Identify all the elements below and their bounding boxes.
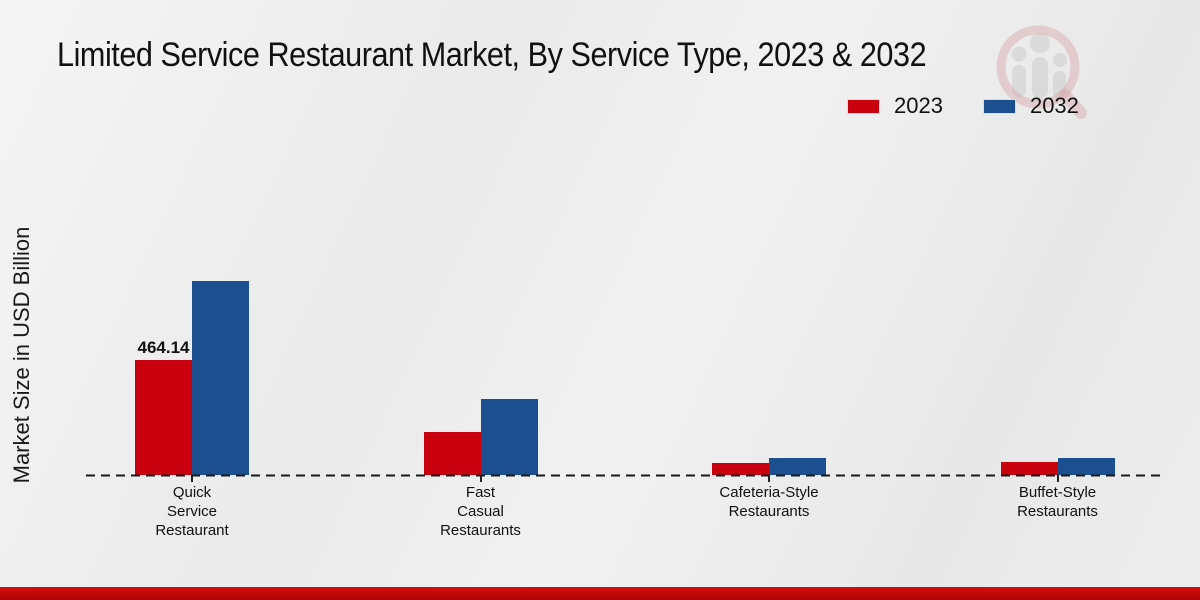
y-axis-title: Market Size in USD Billion bbox=[9, 226, 34, 484]
x-axis-category-label-buffet-style-restaurants: Buffet-Style Restaurants bbox=[1017, 484, 1098, 520]
x-axis-tick bbox=[479, 475, 482, 482]
chart-title: Limited Service Restaurant Market, By Se… bbox=[57, 36, 927, 74]
legend-label: 2032 bbox=[1029, 93, 1079, 118]
bar-2032-fast-casual-restaurants bbox=[480, 399, 538, 475]
legend-label: 2023 bbox=[894, 93, 943, 118]
bottom-red-strip bbox=[0, 587, 1200, 600]
bar-2032-quick-service-restaurant bbox=[192, 281, 249, 475]
legend: 2023 2032 bbox=[847, 93, 1079, 119]
bar-2032-buffet-style-restaurants bbox=[1057, 458, 1115, 475]
legend-item-2032: 2032 bbox=[982, 93, 1079, 119]
legend-swatch-2023 bbox=[847, 98, 880, 114]
legend-item-2023: 2023 bbox=[847, 93, 943, 119]
bar-2023-cafeteria-style-restaurants bbox=[712, 463, 769, 475]
x-axis-category-label-fast-casual-restaurants: Fast Casual Restaurants bbox=[440, 484, 521, 539]
x-axis-tick bbox=[768, 475, 770, 482]
x-axis-category-label-quick-service-restaurant: Quick Service Restaurant bbox=[155, 484, 229, 539]
legend-swatch-2032 bbox=[982, 98, 1016, 114]
magnifier-bar-chart-logo-icon bbox=[996, 25, 1087, 119]
bar-2032-cafeteria-style-restaurants bbox=[769, 458, 826, 475]
bar-value-label: 464.14 bbox=[137, 338, 190, 357]
bar-2023-quick-service-restaurant bbox=[135, 360, 192, 475]
bar-2023-fast-casual-restaurants bbox=[423, 432, 481, 475]
x-axis-tick bbox=[1056, 475, 1059, 482]
x-axis-category-label-cafeteria-style-restaurants: Cafeteria-Style Restaurants bbox=[719, 484, 819, 520]
bar-2023-buffet-style-restaurants bbox=[1000, 462, 1058, 475]
x-axis-tick bbox=[191, 475, 193, 482]
